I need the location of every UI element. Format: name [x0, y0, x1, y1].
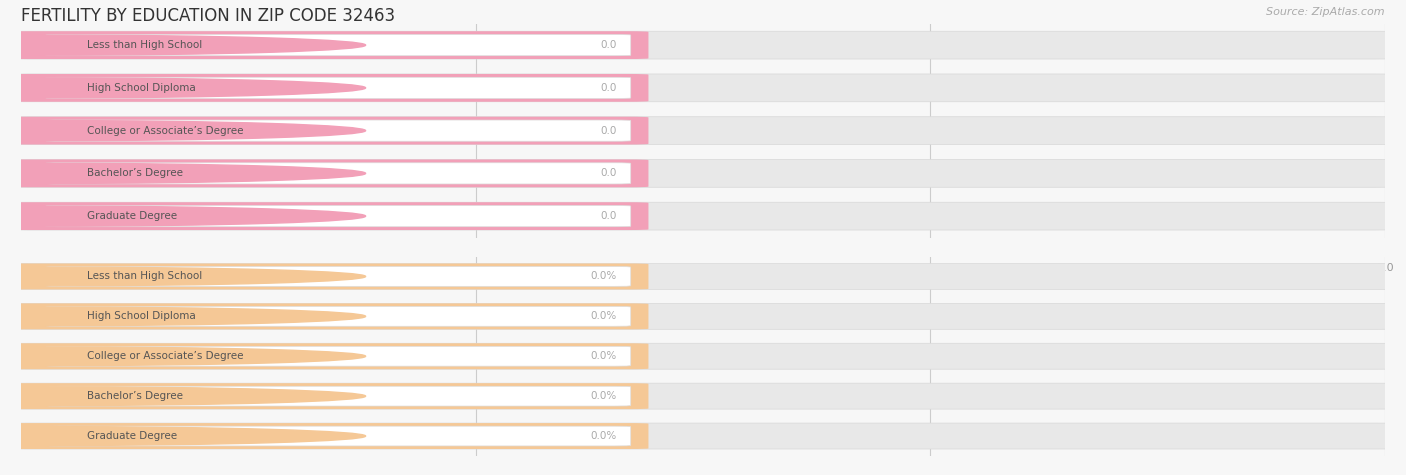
FancyBboxPatch shape: [7, 343, 648, 369]
FancyBboxPatch shape: [7, 202, 1396, 230]
FancyBboxPatch shape: [45, 426, 631, 446]
FancyBboxPatch shape: [7, 423, 648, 449]
Text: High School Diploma: High School Diploma: [87, 83, 195, 93]
FancyBboxPatch shape: [45, 120, 631, 141]
Circle shape: [0, 35, 366, 55]
Text: 0.0: 0.0: [600, 40, 617, 50]
Text: FERTILITY BY EDUCATION IN ZIP CODE 32463: FERTILITY BY EDUCATION IN ZIP CODE 32463: [21, 7, 395, 25]
Circle shape: [0, 121, 366, 141]
Text: 0.0: 0.0: [600, 125, 617, 136]
Text: 0.0%: 0.0%: [591, 391, 617, 401]
Text: College or Associate’s Degree: College or Associate’s Degree: [87, 125, 243, 136]
Circle shape: [0, 267, 366, 286]
Text: Bachelor’s Degree: Bachelor’s Degree: [87, 168, 183, 179]
Circle shape: [0, 307, 366, 326]
Text: Graduate Degree: Graduate Degree: [87, 431, 177, 441]
FancyBboxPatch shape: [7, 423, 1396, 449]
FancyBboxPatch shape: [7, 160, 1396, 187]
Text: Graduate Degree: Graduate Degree: [87, 211, 177, 221]
Text: College or Associate’s Degree: College or Associate’s Degree: [87, 351, 243, 361]
FancyBboxPatch shape: [45, 306, 631, 326]
FancyBboxPatch shape: [7, 304, 1396, 329]
FancyBboxPatch shape: [7, 343, 1396, 369]
Text: 0.0: 0.0: [600, 83, 617, 93]
Circle shape: [0, 347, 366, 366]
FancyBboxPatch shape: [7, 264, 1396, 289]
Text: 0.0: 0.0: [467, 263, 485, 273]
Text: 0.0: 0.0: [1376, 263, 1393, 273]
FancyBboxPatch shape: [7, 117, 1396, 144]
FancyBboxPatch shape: [45, 77, 631, 98]
Text: 0.0%: 0.0%: [591, 311, 617, 322]
Text: 0.0: 0.0: [921, 263, 939, 273]
Text: 0.0%: 0.0%: [591, 271, 617, 282]
Text: Less than High School: Less than High School: [87, 271, 202, 282]
FancyBboxPatch shape: [45, 35, 631, 56]
FancyBboxPatch shape: [7, 160, 648, 187]
Text: Bachelor’s Degree: Bachelor’s Degree: [87, 391, 183, 401]
FancyBboxPatch shape: [45, 386, 631, 406]
FancyBboxPatch shape: [45, 163, 631, 184]
FancyBboxPatch shape: [7, 31, 648, 59]
FancyBboxPatch shape: [45, 346, 631, 366]
Text: 0.0%: 0.0%: [591, 351, 617, 361]
Text: 0.0: 0.0: [600, 211, 617, 221]
FancyBboxPatch shape: [45, 266, 631, 286]
Text: Source: ZipAtlas.com: Source: ZipAtlas.com: [1267, 7, 1385, 17]
Circle shape: [0, 206, 366, 226]
FancyBboxPatch shape: [7, 117, 648, 144]
Circle shape: [0, 78, 366, 98]
FancyBboxPatch shape: [7, 383, 1396, 409]
Text: 0.0%: 0.0%: [591, 431, 617, 441]
FancyBboxPatch shape: [7, 74, 1396, 102]
Text: High School Diploma: High School Diploma: [87, 311, 195, 322]
Text: 0.0: 0.0: [600, 168, 617, 179]
Circle shape: [0, 163, 366, 183]
FancyBboxPatch shape: [7, 264, 648, 289]
FancyBboxPatch shape: [7, 383, 648, 409]
Text: Less than High School: Less than High School: [87, 40, 202, 50]
FancyBboxPatch shape: [7, 31, 1396, 59]
FancyBboxPatch shape: [7, 304, 648, 329]
FancyBboxPatch shape: [45, 206, 631, 227]
Circle shape: [0, 427, 366, 446]
FancyBboxPatch shape: [7, 202, 648, 230]
FancyBboxPatch shape: [7, 74, 648, 102]
Circle shape: [0, 387, 366, 406]
